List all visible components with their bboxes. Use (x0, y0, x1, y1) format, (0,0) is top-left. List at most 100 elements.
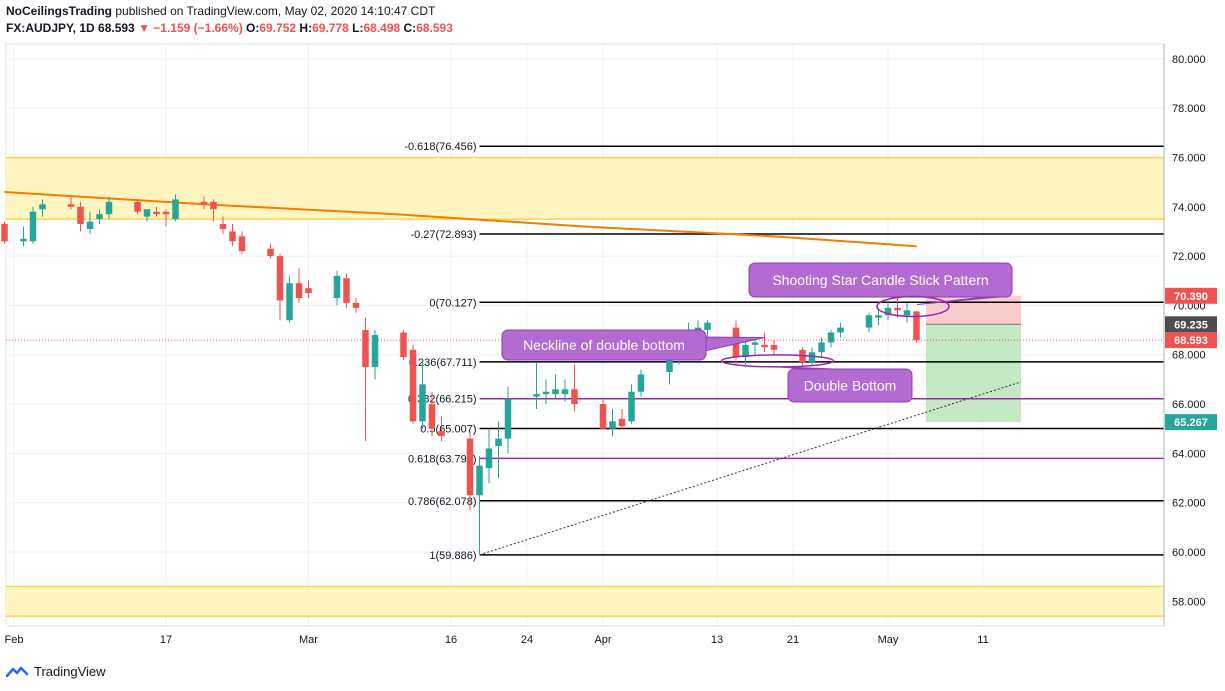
candle-body (400, 332, 407, 358)
candle-body (571, 389, 578, 405)
candle-body (818, 342, 825, 353)
candle-body (808, 352, 816, 363)
x-tick-label: Apr (594, 634, 611, 646)
candle-up (742, 339, 749, 365)
x-tick-label: Feb (5, 634, 24, 646)
candle-up (419, 359, 426, 429)
candle-down (400, 330, 407, 360)
candle-down (466, 431, 474, 511)
candle-down (770, 339, 778, 355)
candle-body (875, 315, 882, 318)
symbol-label[interactable]: FX:AUDJPY, 1D (6, 21, 95, 35)
fib-label: -0.27(72.893) (410, 229, 476, 241)
supply-demand-zones (6, 156, 1164, 617)
price-badge-label: 68.593 (1174, 335, 1208, 347)
candle-body (865, 315, 873, 328)
candle-body (352, 302, 360, 308)
candle-body (495, 438, 502, 446)
candle-body (704, 322, 711, 331)
high-label: H: (299, 21, 313, 35)
candle-body (305, 288, 312, 294)
candle-up (86, 211, 94, 234)
price-badge (1165, 332, 1217, 349)
candle-body (219, 224, 227, 229)
candle-up (143, 209, 151, 222)
take-profit-area (926, 324, 1021, 423)
candle-down (352, 298, 360, 313)
candle-body (903, 310, 911, 316)
fibonacci-levels[interactable]: -0.618(76.456) -0.27(72.893) 0(70.127) 0.23… (404, 141, 1164, 562)
y-tick-label: 80.000 (1172, 54, 1206, 66)
chart-header: NoCeilingsTrading published on TradingVi… (6, 3, 453, 37)
candle-body (694, 327, 702, 331)
candle-up (105, 196, 113, 220)
close-label: C: (403, 21, 417, 35)
short-position-tool[interactable] (926, 295, 1021, 423)
y-tick-label: 58.000 (1172, 596, 1206, 608)
brand-name[interactable]: TradingView (34, 664, 106, 679)
y-tick-label: 62.000 (1172, 498, 1206, 510)
candle-down (618, 408, 626, 429)
x-tick-label: 16 (445, 634, 457, 646)
candle-body (20, 238, 27, 242)
candle-down (77, 201, 84, 232)
fib-label: 0.382(66.215) (408, 394, 477, 406)
x-tick-label: 17 (160, 634, 172, 646)
candle-body (618, 418, 626, 427)
open-label: O: (246, 21, 260, 35)
trendline-line (479, 381, 1022, 556)
candle-body (533, 394, 540, 397)
candle-up (371, 330, 379, 380)
candle-body (295, 283, 303, 299)
candle-body (210, 201, 217, 210)
fib-label: 0.5(65.007) (420, 424, 476, 436)
price-badge-label: 69.235 (1174, 319, 1208, 331)
candle-body (770, 344, 778, 350)
annotations[interactable]: Shooting Star Candle Stick Pattern Neckli… (501, 262, 1013, 403)
price-badge-label: 70.390 (1174, 291, 1208, 303)
candle-up (485, 428, 493, 483)
fib-label: 0.786(62.078) (408, 496, 477, 508)
price-badge (1165, 414, 1217, 431)
candle-down (238, 231, 246, 254)
candle-up (20, 226, 27, 247)
trendline[interactable] (479, 381, 1022, 556)
candle-body (276, 256, 284, 301)
candle-body (561, 389, 569, 395)
candle-body (884, 307, 892, 316)
candle-down (799, 347, 806, 368)
candle-up (827, 330, 835, 348)
zone-fill (6, 586, 1164, 617)
candle-up (552, 374, 559, 400)
candle-up (333, 270, 341, 306)
candle-down (362, 317, 369, 442)
candle-body (371, 335, 379, 368)
candle-up (39, 199, 46, 217)
candle-body (761, 344, 768, 348)
candle-body (333, 275, 341, 299)
candle-down (200, 196, 208, 210)
candle-body (162, 211, 170, 215)
published-text: published on TradingView.com, May 02, 20… (115, 4, 436, 18)
y-tick-label: 76.000 (1172, 152, 1206, 164)
candle-body (134, 201, 141, 212)
price-badges: 70.390 69.235 68.593 65.267 (1165, 287, 1217, 431)
candle-down (219, 216, 227, 234)
candle-body (827, 332, 835, 343)
author-name[interactable]: NoCeilingsTrading (6, 4, 113, 18)
candle-body (485, 448, 493, 469)
candle-body (476, 465, 483, 496)
candle-up (818, 337, 825, 358)
candle-up (903, 302, 911, 323)
candle-down (343, 273, 350, 308)
candle-body (229, 231, 236, 242)
candle-down (295, 268, 303, 303)
low-value: 68.498 (363, 21, 401, 35)
candle-down (153, 206, 160, 217)
candle-up (96, 209, 103, 225)
candle-body (466, 438, 474, 496)
callout-box (501, 329, 707, 361)
tradingview-logo-icon (6, 666, 28, 677)
candle-body (105, 201, 113, 215)
